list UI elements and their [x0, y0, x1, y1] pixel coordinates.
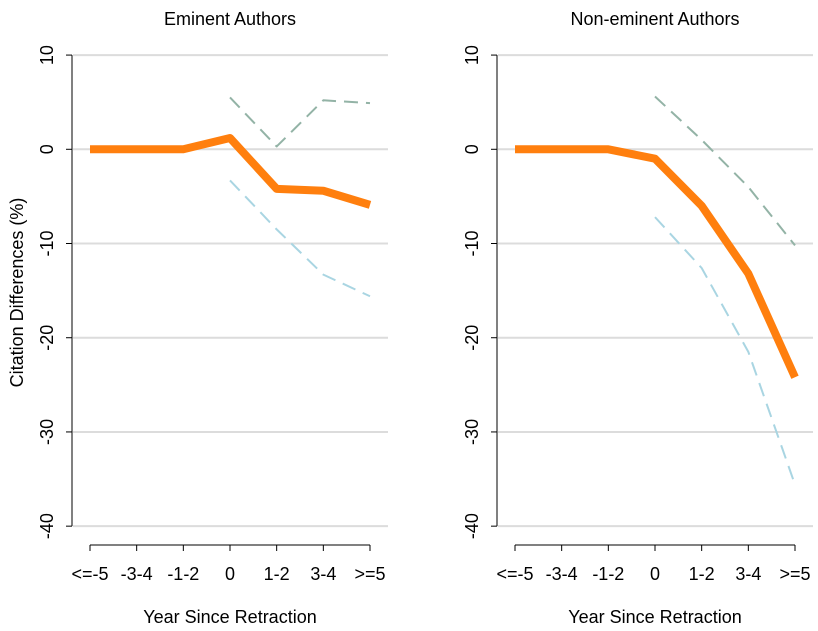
x-tick-label: 3-4 [735, 564, 761, 584]
x-tick-label: <=-5 [71, 564, 108, 584]
y-tick-label: -30 [462, 419, 482, 445]
estimate-line [515, 145, 799, 379]
y-axis-label: Citation Differences (%) [7, 198, 27, 388]
estimate-line [90, 133, 372, 209]
y-tick-label: 0 [37, 144, 57, 154]
y-tick-label: -40 [37, 513, 57, 539]
x-axis-label: Year Since Retraction [568, 607, 741, 627]
x-axis-label: Year Since Retraction [143, 607, 316, 627]
x-tick-label: 3-4 [310, 564, 336, 584]
y-tick-label: -10 [37, 230, 57, 256]
y-tick-label: 0 [462, 144, 482, 154]
x-tick-label: 1-2 [264, 564, 290, 584]
x-tick-label: -1-2 [167, 564, 199, 584]
confidence-line [229, 96, 371, 148]
x-tick-label: >=5 [354, 564, 385, 584]
x-tick-label: -3-4 [121, 564, 153, 584]
confidence-line [654, 95, 796, 247]
x-tick-label: <=-5 [496, 564, 533, 584]
x-tick-label: 0 [650, 564, 660, 584]
chart-title: Eminent Authors [164, 9, 296, 29]
x-tick-label: 0 [225, 564, 235, 584]
y-tick-label: 10 [37, 45, 57, 65]
confidence-line [229, 179, 371, 298]
x-tick-label: -1-2 [592, 564, 624, 584]
y-tick-label: 10 [462, 45, 482, 65]
chart-title: Non-eminent Authors [570, 9, 739, 29]
x-tick-label: 1-2 [689, 564, 715, 584]
x-tick-label: >=5 [779, 564, 810, 584]
y-tick-label: -20 [462, 325, 482, 351]
y-tick-label: -20 [37, 325, 57, 351]
y-tick-label: -10 [462, 230, 482, 256]
x-tick-label: -3-4 [546, 564, 578, 584]
y-tick-label: -40 [462, 513, 482, 539]
confidence-line [654, 216, 796, 486]
y-tick-label: -30 [37, 419, 57, 445]
